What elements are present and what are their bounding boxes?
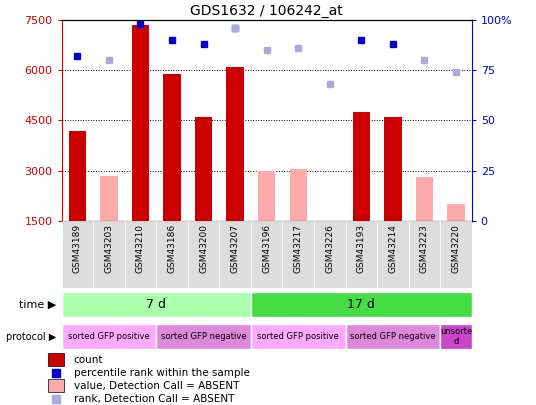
Text: time ▶: time ▶ <box>19 299 56 309</box>
Bar <box>69 130 86 221</box>
Text: GSM43193: GSM43193 <box>357 224 366 273</box>
Bar <box>447 204 465 221</box>
FancyBboxPatch shape <box>377 221 408 288</box>
FancyBboxPatch shape <box>62 221 93 288</box>
Text: 17 d: 17 d <box>347 298 375 311</box>
Text: protocol ▶: protocol ▶ <box>6 332 56 341</box>
Text: GSM43200: GSM43200 <box>199 224 208 273</box>
Bar <box>226 67 244 221</box>
FancyBboxPatch shape <box>440 324 472 349</box>
Text: GSM43214: GSM43214 <box>388 224 397 273</box>
Text: sorted GFP positive: sorted GFP positive <box>68 332 150 341</box>
Bar <box>195 117 212 221</box>
FancyBboxPatch shape <box>282 221 314 288</box>
FancyBboxPatch shape <box>440 221 472 288</box>
FancyBboxPatch shape <box>346 221 377 288</box>
FancyBboxPatch shape <box>62 292 251 317</box>
FancyBboxPatch shape <box>251 221 282 288</box>
Title: GDS1632 / 106242_at: GDS1632 / 106242_at <box>190 4 343 18</box>
FancyBboxPatch shape <box>93 221 125 288</box>
FancyBboxPatch shape <box>157 221 188 288</box>
FancyBboxPatch shape <box>125 221 157 288</box>
Bar <box>416 177 433 221</box>
Text: GSM43196: GSM43196 <box>262 224 271 273</box>
Bar <box>353 112 370 221</box>
Text: count: count <box>73 355 103 364</box>
Bar <box>258 171 276 221</box>
Text: percentile rank within the sample: percentile rank within the sample <box>73 368 249 377</box>
Text: unsorte
d: unsorte d <box>440 327 472 346</box>
FancyBboxPatch shape <box>48 379 64 392</box>
FancyBboxPatch shape <box>346 324 440 349</box>
FancyBboxPatch shape <box>219 221 251 288</box>
Text: sorted GFP negative: sorted GFP negative <box>350 332 436 341</box>
FancyBboxPatch shape <box>251 324 346 349</box>
FancyBboxPatch shape <box>251 292 472 317</box>
Text: value, Detection Call = ABSENT: value, Detection Call = ABSENT <box>73 381 239 390</box>
Text: GSM43226: GSM43226 <box>325 224 334 273</box>
Text: GSM43220: GSM43220 <box>451 224 460 273</box>
Bar <box>132 25 149 221</box>
FancyBboxPatch shape <box>314 221 346 288</box>
Bar <box>384 117 401 221</box>
Text: GSM43203: GSM43203 <box>105 224 114 273</box>
Text: sorted GFP positive: sorted GFP positive <box>257 332 339 341</box>
FancyBboxPatch shape <box>408 221 440 288</box>
Text: 7 d: 7 d <box>146 298 166 311</box>
Text: GSM43189: GSM43189 <box>73 224 82 273</box>
Text: GSM43210: GSM43210 <box>136 224 145 273</box>
Bar <box>163 74 181 221</box>
Bar <box>100 176 117 221</box>
Text: GSM43223: GSM43223 <box>420 224 429 273</box>
Text: sorted GFP negative: sorted GFP negative <box>161 332 247 341</box>
FancyBboxPatch shape <box>48 354 64 366</box>
Text: GSM43207: GSM43207 <box>230 224 240 273</box>
FancyBboxPatch shape <box>62 324 157 349</box>
Text: GSM43186: GSM43186 <box>168 224 176 273</box>
FancyBboxPatch shape <box>157 324 251 349</box>
Text: rank, Detection Call = ABSENT: rank, Detection Call = ABSENT <box>73 394 234 403</box>
FancyBboxPatch shape <box>188 221 219 288</box>
Text: GSM43217: GSM43217 <box>294 224 303 273</box>
Bar <box>289 169 307 221</box>
